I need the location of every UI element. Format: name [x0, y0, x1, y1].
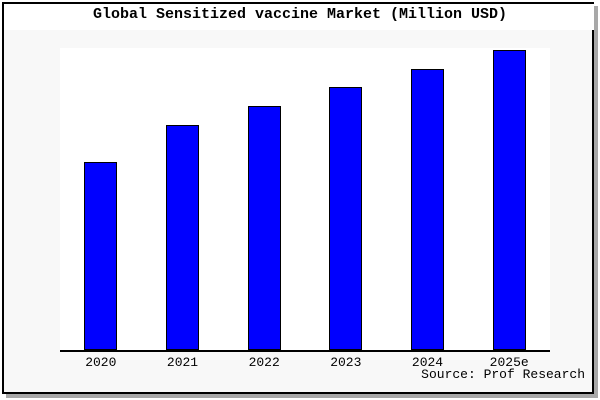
- x-tick-label-2023: 2023: [330, 355, 362, 370]
- bar-2023: [329, 87, 363, 350]
- plot-area: [60, 48, 550, 352]
- x-tick-label-2022: 2022: [248, 355, 280, 370]
- x-tick-label-2025e: 2025e: [489, 355, 529, 370]
- source-credit: Source: Prof Research: [421, 367, 585, 382]
- bar-2024: [411, 69, 444, 350]
- x-tick-label-2021: 2021: [166, 355, 199, 370]
- bar-2022: [247, 106, 281, 350]
- chart-title: Global Sensitized vaccine Market (Millio…: [92, 6, 508, 23]
- x-axis-labels: 2020 2021 2022 2023 2024 2025e: [0, 355, 600, 371]
- bar-2025e: [492, 50, 526, 350]
- bar-2021: [166, 125, 199, 350]
- title-band: [4, 4, 594, 30]
- x-tick-label-2024: 2024: [411, 355, 444, 370]
- x-tick-label-2020: 2020: [85, 355, 117, 370]
- bar-2020: [84, 162, 118, 350]
